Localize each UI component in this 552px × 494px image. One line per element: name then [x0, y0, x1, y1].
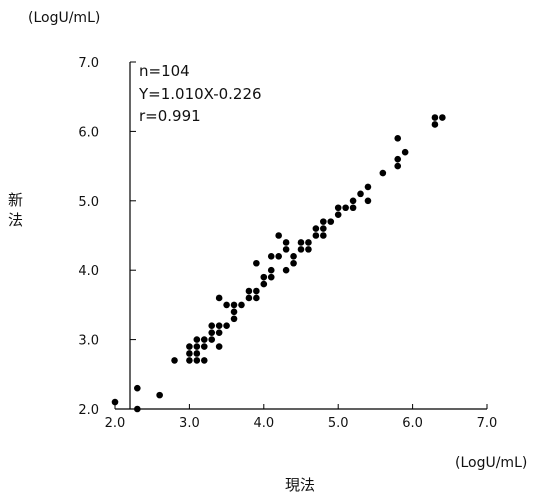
data-point — [394, 162, 402, 170]
data-point — [357, 190, 364, 198]
data-point — [267, 266, 275, 274]
data-point — [215, 343, 223, 350]
data-point — [186, 357, 193, 364]
data-point — [320, 232, 327, 239]
x-tick-label: 6.0 — [402, 416, 423, 431]
y-tick-label: 2.0 — [78, 403, 99, 418]
data-point — [186, 343, 193, 350]
data-point — [297, 246, 305, 253]
x-tick-label: 5.0 — [328, 416, 349, 431]
data-point — [320, 218, 327, 225]
data-point — [334, 211, 342, 218]
data-point — [394, 155, 402, 163]
data-point — [253, 287, 260, 295]
data-point — [230, 301, 238, 309]
y-tick-label: 6.0 — [78, 125, 99, 140]
data-point — [208, 329, 216, 336]
x-tick-label: 4.0 — [253, 416, 274, 431]
y-axis-title: 新法 — [8, 191, 23, 229]
x-tick-label: 3.0 — [179, 416, 200, 431]
y-tick-label: 3.0 — [78, 334, 99, 349]
data-point — [193, 336, 201, 343]
data-point — [223, 301, 230, 309]
data-point — [320, 225, 327, 232]
data-point — [349, 204, 357, 212]
data-point — [223, 322, 230, 330]
data-point — [401, 148, 409, 156]
data-point — [215, 322, 223, 330]
data-point — [297, 239, 305, 246]
y-unit-label: (LogU/mL) — [28, 10, 100, 26]
data-point — [282, 266, 290, 274]
data-point — [267, 253, 275, 260]
data-point — [193, 357, 201, 364]
data-point — [342, 204, 349, 212]
data-point — [200, 343, 208, 350]
data-point — [364, 183, 372, 191]
x-unit-label: (LogU/mL) — [455, 455, 527, 471]
data-point — [312, 232, 320, 239]
data-point — [327, 218, 335, 225]
data-point — [305, 246, 312, 253]
data-point — [260, 280, 268, 288]
data-point — [230, 308, 238, 316]
y-tick-label: 4.0 — [78, 264, 99, 279]
data-point — [215, 329, 223, 336]
data-point — [253, 294, 260, 302]
x-tick-label: 7.0 — [477, 416, 498, 431]
annotation-n: n=104 — [139, 62, 190, 80]
data-point — [171, 357, 178, 364]
x-axis-title: 現法 — [285, 476, 315, 494]
data-point — [200, 336, 208, 343]
annotation-r: r=0.991 — [139, 107, 201, 125]
data-point — [394, 135, 402, 142]
data-point — [156, 391, 163, 399]
data-point — [364, 197, 372, 205]
data-point — [230, 315, 238, 323]
y-tick-label: 7.0 — [78, 56, 99, 71]
data-point — [305, 239, 312, 246]
data-point — [260, 273, 268, 281]
data-point — [275, 253, 282, 260]
data-point — [431, 114, 439, 121]
data-point — [275, 232, 282, 239]
data-point — [215, 294, 223, 302]
data-point — [186, 350, 193, 357]
data-point — [282, 239, 290, 246]
data-point — [208, 322, 216, 330]
data-point — [193, 350, 201, 357]
data-point — [431, 121, 439, 128]
data-point — [267, 273, 275, 281]
data-points — [111, 114, 446, 413]
y-tick-label: 5.0 — [78, 195, 99, 210]
data-point — [290, 259, 297, 267]
data-point — [134, 384, 141, 392]
tick-group: 2.0 3.0 4.0 5.0 6.0 7.0 2.0 3.0 4.0 5.0 6.0 7.0 — [78, 56, 497, 431]
data-point — [379, 169, 387, 177]
data-point — [312, 225, 320, 232]
data-point — [238, 301, 245, 309]
data-point — [245, 287, 253, 295]
data-point — [200, 357, 208, 364]
data-point — [439, 114, 446, 121]
data-point — [282, 246, 290, 253]
data-point — [334, 204, 342, 212]
data-point — [290, 253, 297, 260]
annotation-regression: Y=1.010X-0.226 — [138, 85, 262, 103]
data-point — [111, 398, 119, 406]
data-point — [193, 343, 201, 350]
data-point — [134, 405, 141, 413]
data-point — [245, 294, 253, 302]
x-tick-label: 2.0 — [105, 416, 126, 431]
data-point — [208, 336, 216, 343]
data-point — [253, 259, 260, 267]
data-point — [349, 197, 357, 205]
